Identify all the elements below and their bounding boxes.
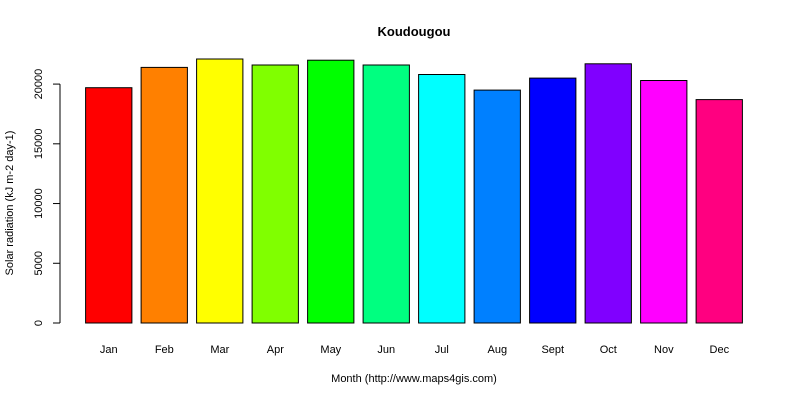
chart-title: Koudougou	[378, 24, 451, 39]
x-axis-labels: Jan Feb Mar Apr May Jun Jul Aug Sept Oct Nov Dec	[100, 344, 730, 356]
y-tick-label: 20000	[33, 69, 45, 100]
y-tick-label: 15000	[33, 129, 45, 160]
x-tick-label: Feb	[155, 344, 174, 356]
x-tick-label: Jul	[435, 344, 449, 356]
x-tick-label: Jan	[100, 344, 118, 356]
x-tick-label: Aug	[488, 344, 508, 356]
x-tick-label: Sept	[541, 344, 564, 356]
y-axis: 0 5000 10000 15000 20000	[33, 69, 61, 326]
bar-may	[307, 59, 355, 324]
x-tick-label: Apr	[267, 344, 284, 356]
bar-aug	[473, 89, 521, 324]
y-tick-label: 10000	[33, 188, 45, 219]
x-tick-label: Jun	[377, 344, 395, 356]
x-tick-label: Nov	[654, 344, 674, 356]
y-tick-label: 0	[33, 320, 45, 326]
y-tick-label: 5000	[33, 251, 45, 275]
bar-nov	[640, 80, 688, 324]
x-tick-label: May	[320, 344, 341, 356]
x-axis-label: Month (http://www.maps4gis.com)	[331, 373, 497, 385]
bar-jun	[362, 64, 410, 324]
bar-feb	[140, 66, 188, 324]
x-tick-label: Oct	[600, 344, 617, 356]
bar-dec	[695, 99, 743, 324]
bar-sept	[529, 77, 577, 324]
bar-oct	[584, 63, 632, 324]
bar-jul	[418, 74, 466, 324]
bars-group	[85, 58, 743, 324]
bar-jan	[85, 87, 133, 324]
y-axis-label: Solar radiation (kJ m-2 day-1)	[4, 131, 16, 276]
x-tick-label: Dec	[710, 344, 730, 356]
bar-mar	[196, 58, 244, 324]
bar-apr	[251, 64, 299, 324]
x-tick-label: Mar	[210, 344, 229, 356]
